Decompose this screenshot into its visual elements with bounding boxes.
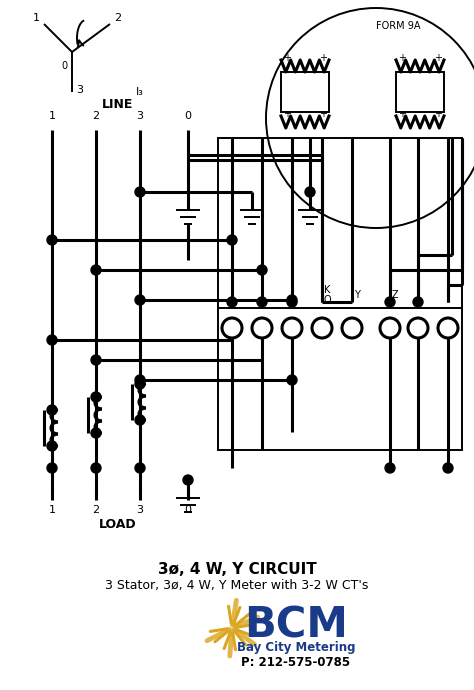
Text: Y: Y <box>354 290 360 300</box>
Circle shape <box>257 265 267 275</box>
Circle shape <box>135 295 145 305</box>
Text: 0: 0 <box>184 505 191 515</box>
Text: 1: 1 <box>48 505 55 515</box>
Text: 1: 1 <box>33 13 39 23</box>
Circle shape <box>443 463 453 473</box>
Circle shape <box>135 375 145 385</box>
Text: +: + <box>283 53 291 63</box>
Bar <box>281 72 329 112</box>
Circle shape <box>305 187 315 197</box>
Circle shape <box>91 392 101 402</box>
Text: FORM 9A: FORM 9A <box>376 21 420 31</box>
Circle shape <box>91 463 101 473</box>
Circle shape <box>252 318 272 338</box>
Circle shape <box>91 265 101 275</box>
Circle shape <box>287 375 297 385</box>
Text: +: + <box>398 109 406 119</box>
Text: +: + <box>283 109 291 119</box>
Text: LOAD: LOAD <box>99 518 137 531</box>
Circle shape <box>47 463 57 473</box>
Text: 3: 3 <box>137 505 144 515</box>
Circle shape <box>282 318 302 338</box>
Text: 0: 0 <box>184 111 191 121</box>
Text: Z: Z <box>392 290 398 300</box>
Circle shape <box>135 463 145 473</box>
Circle shape <box>135 187 145 197</box>
Text: 3 Stator, 3ø, 4 W, Y Meter with 3-2 W CT's: 3 Stator, 3ø, 4 W, Y Meter with 3-2 W CT… <box>105 580 369 593</box>
Text: +: + <box>319 109 327 119</box>
Circle shape <box>47 335 57 345</box>
Text: K: K <box>324 285 330 295</box>
Circle shape <box>385 463 395 473</box>
Circle shape <box>287 295 297 305</box>
Circle shape <box>257 297 267 307</box>
Bar <box>218 138 462 450</box>
Circle shape <box>135 379 145 389</box>
Text: Bay City Metering: Bay City Metering <box>237 642 355 655</box>
Circle shape <box>47 405 57 415</box>
Circle shape <box>227 235 237 245</box>
Text: 3ø, 4 W, Y CIRCUIT: 3ø, 4 W, Y CIRCUIT <box>158 562 316 578</box>
Text: LINE: LINE <box>102 97 134 110</box>
Circle shape <box>408 318 428 338</box>
Circle shape <box>47 235 57 245</box>
Text: +: + <box>398 53 406 63</box>
Circle shape <box>438 318 458 338</box>
Text: 2: 2 <box>114 13 121 23</box>
Circle shape <box>47 441 57 451</box>
Text: +: + <box>434 109 442 119</box>
Circle shape <box>287 297 297 307</box>
Text: 0: 0 <box>61 61 67 71</box>
Circle shape <box>91 428 101 438</box>
Text: +: + <box>319 53 327 63</box>
Circle shape <box>91 355 101 365</box>
Text: 3: 3 <box>76 85 83 95</box>
Text: 2: 2 <box>92 505 100 515</box>
Text: BCM: BCM <box>244 605 348 647</box>
Text: P: 212-575-0785: P: 212-575-0785 <box>241 656 351 669</box>
Text: O: O <box>323 295 331 305</box>
Text: I₃: I₃ <box>136 87 144 97</box>
Circle shape <box>413 297 423 307</box>
Circle shape <box>342 318 362 338</box>
Circle shape <box>312 318 332 338</box>
Circle shape <box>183 475 193 485</box>
Circle shape <box>227 297 237 307</box>
Bar <box>396 72 444 112</box>
Text: 1: 1 <box>48 111 55 121</box>
Text: +: + <box>434 53 442 63</box>
Text: 3: 3 <box>137 111 144 121</box>
Text: 2: 2 <box>92 111 100 121</box>
Circle shape <box>385 297 395 307</box>
Circle shape <box>222 318 242 338</box>
Circle shape <box>135 415 145 425</box>
Circle shape <box>380 318 400 338</box>
